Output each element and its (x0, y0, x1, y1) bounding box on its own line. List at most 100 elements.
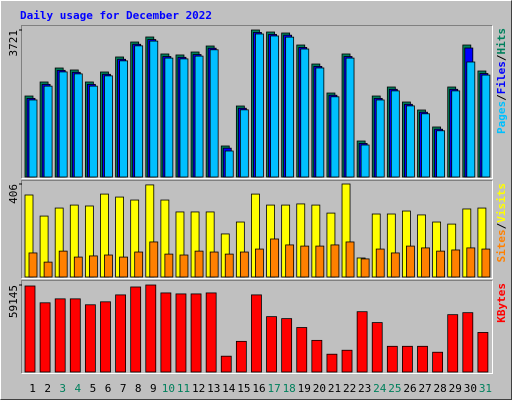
x-tick-label: 12 (192, 382, 205, 395)
bar (360, 258, 370, 278)
panel-border (21, 25, 493, 179)
bar (255, 33, 264, 178)
bar (255, 248, 264, 278)
bar (432, 351, 444, 373)
y-tick-label: 3721 (7, 30, 20, 57)
x-tick-label: 18 (283, 382, 296, 395)
bar (315, 245, 325, 278)
x-tick-label: 7 (120, 382, 127, 395)
bar (360, 144, 370, 178)
bar (130, 286, 142, 373)
legend-separator: / (495, 94, 508, 101)
bar (466, 247, 476, 278)
bar (341, 349, 353, 373)
bar (266, 316, 277, 373)
bar (58, 250, 68, 278)
bar (28, 252, 38, 278)
bar (451, 90, 461, 178)
bar (371, 322, 383, 373)
legend: Sites/Visits (495, 183, 508, 263)
bar (296, 327, 308, 373)
bar (84, 304, 96, 373)
bar (315, 67, 325, 178)
bar (209, 49, 219, 178)
legend-separator: / (495, 222, 508, 229)
x-tick-label: 11 (177, 382, 190, 395)
x-tick-label: 8 (135, 382, 142, 395)
bar (58, 71, 68, 178)
bar (175, 293, 187, 373)
bar (28, 99, 38, 178)
bar (134, 251, 144, 278)
x-tick-label: 6 (105, 382, 112, 395)
bar (220, 355, 232, 373)
bar (205, 292, 217, 373)
x-tick-label: 30 (464, 382, 477, 395)
bar (330, 244, 340, 278)
bar (104, 254, 113, 278)
panel-border (21, 25, 493, 179)
bar (345, 57, 355, 178)
bar (119, 60, 128, 178)
x-tick-label: 24 (373, 382, 387, 395)
bar (386, 345, 398, 373)
bar (73, 73, 83, 178)
panel-border (21, 280, 493, 374)
bar (270, 238, 279, 278)
bar (390, 252, 400, 278)
bar (194, 250, 204, 278)
bar (235, 340, 247, 373)
bar (119, 256, 128, 278)
bar (345, 241, 355, 278)
legend-entry: Files (495, 61, 508, 94)
x-tick-label: 22 (343, 382, 356, 395)
x-tick-label: 3 (59, 382, 66, 395)
x-tick-label: 10 (162, 382, 175, 395)
bar (477, 332, 489, 373)
bar (326, 353, 338, 373)
bar (330, 96, 340, 178)
x-tick-label: 25 (388, 382, 401, 395)
bar (285, 244, 295, 278)
legend-entry: KBytes (495, 283, 508, 323)
bar (481, 74, 491, 178)
chart-title: Daily usage for December 2022 (20, 9, 212, 22)
bar (251, 294, 262, 373)
bar (104, 75, 113, 178)
x-tick-label: 1 (29, 382, 36, 395)
legend: Pages/Files/Hits (495, 28, 508, 134)
x-tick-label: 4 (75, 382, 82, 395)
panel-border (21, 180, 493, 279)
bar (406, 245, 415, 278)
panel-border (21, 280, 493, 374)
bar (300, 245, 310, 278)
x-tick-label: 26 (403, 382, 416, 395)
bar (417, 345, 428, 373)
bar (149, 241, 159, 278)
bar (466, 61, 476, 178)
x-tick-label: 20 (313, 382, 326, 395)
bar (402, 345, 413, 373)
panel-border (21, 180, 493, 279)
bar (224, 253, 234, 278)
x-tick-label: 28 (434, 382, 447, 395)
bar (100, 301, 111, 373)
bar (285, 36, 295, 178)
legend-entry: Visits (495, 183, 508, 223)
x-tick-label: 15 (237, 382, 250, 395)
x-tick-label: 29 (449, 382, 462, 395)
bar (179, 58, 189, 178)
x-tick-label: 9 (150, 382, 157, 395)
bar (69, 298, 81, 373)
bar (43, 261, 53, 278)
bar (239, 109, 249, 178)
bar (462, 312, 474, 373)
x-tick-label: 2 (44, 382, 51, 395)
bar (149, 40, 159, 178)
x-tick-label: 16 (252, 382, 265, 395)
bar (421, 247, 430, 278)
bar (164, 253, 174, 278)
bar (300, 48, 310, 178)
bar (270, 35, 279, 178)
